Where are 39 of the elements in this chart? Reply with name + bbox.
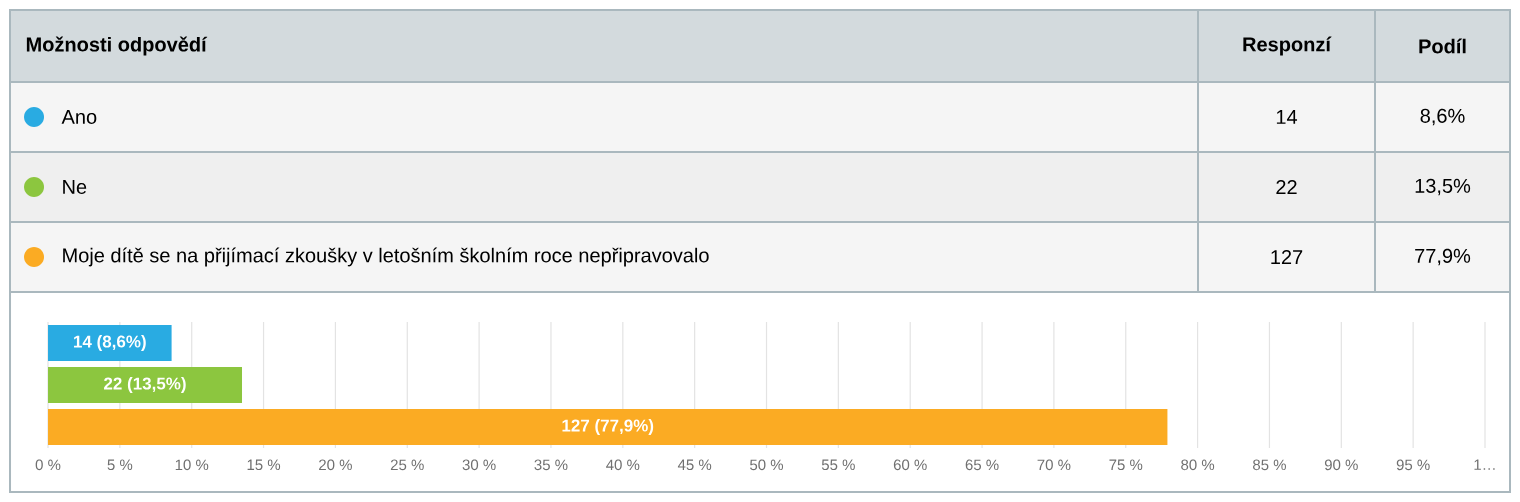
bar — [48, 408, 1168, 445]
x-tick-label: 10 % — [175, 459, 209, 471]
text: 8,6% — [1420, 108, 1465, 126]
text: 14 — [1276, 110, 1298, 124]
x-tick-label: 50 % — [750, 459, 784, 471]
x-tick-label: 0 % — [35, 459, 61, 471]
text: 127 — [1271, 250, 1303, 264]
x-tick-label: 15 % — [247, 459, 281, 471]
text: Ano — [61, 110, 97, 124]
x-tick-label: 20 % — [319, 459, 352, 471]
text: 22 — [1276, 180, 1297, 194]
text: Možnosti odpovědí — [26, 36, 208, 56]
text: Responzí — [1243, 36, 1332, 56]
x-tick-label: 95 % — [1396, 459, 1430, 471]
text: Ne — [63, 180, 87, 194]
x-tick-label: 55 % — [821, 459, 855, 471]
text: Podíl — [1419, 38, 1466, 54]
data-label: 14 (8,6%) — [74, 335, 146, 351]
text: Moje dítě se na přijímací zkoušky v letošním školním roce nepřipravovalo — [63, 247, 709, 267]
x-tick-label: 30 % — [462, 459, 496, 471]
x-tick-label: 1… — [1474, 459, 1495, 470]
x-tick-label: 25 % — [390, 459, 424, 471]
text: 13,5% — [1415, 178, 1471, 196]
x-tick-label: 45 % — [677, 459, 712, 471]
bar — [48, 324, 172, 361]
x-tick-label: 90 % — [1324, 459, 1358, 471]
x-tick-label: 60 % — [893, 459, 927, 471]
x-tick-label: 70 % — [1037, 459, 1071, 471]
data-label: 22 (13,5%) — [104, 377, 186, 393]
text: 77,9% — [1415, 248, 1471, 266]
x-tick-label: 5 % — [107, 459, 133, 471]
data-label: 127 (77,9%) — [562, 419, 654, 435]
x-tick-label: 80 % — [1181, 459, 1215, 471]
bar — [48, 366, 243, 403]
x-tick-label: 35 % — [534, 459, 568, 471]
x-tick-label: 75 % — [1109, 459, 1143, 471]
x-tick-label: 40 % — [606, 459, 640, 471]
x-tick-label: 85 % — [1253, 459, 1286, 471]
x-tick-label: 65 % — [965, 459, 999, 471]
